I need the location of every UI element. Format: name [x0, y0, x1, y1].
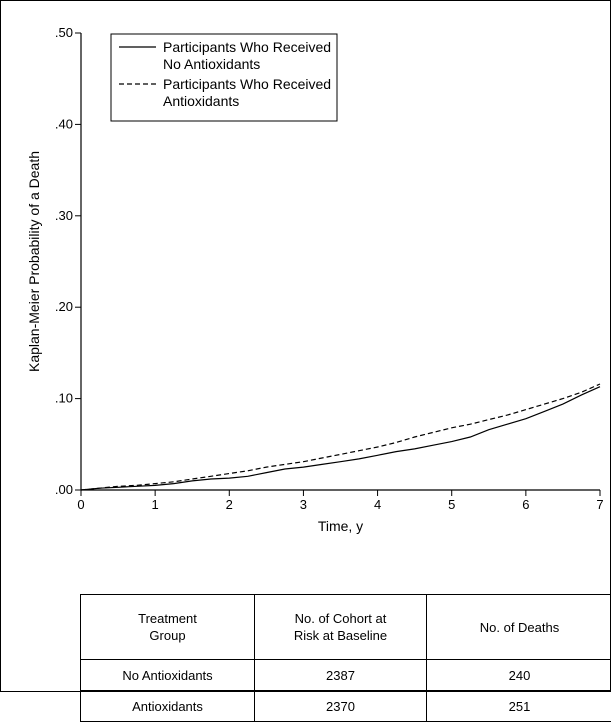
kaplan-meier-chart: .00 .10 .20 .30 .40 .50 0 1 2 3 4 5 6 7 Time, y Kaplan-… [1, 1, 611, 593]
table-cell: 240 [427, 660, 611, 691]
x-tick-label: 3 [300, 497, 307, 512]
figure: .00 .10 .20 .30 .40 .50 0 1 2 3 4 5 6 7 Time, y Kaplan-… [0, 0, 611, 692]
y-axis-title: Kaplan-Meier Probability of a Death [26, 151, 42, 372]
y-tick-label: .00 [55, 482, 73, 497]
table-row: No Antioxidants 2387 240 [81, 660, 611, 691]
antioxidants-series-line [81, 384, 600, 490]
header-text: Treatment [138, 611, 197, 626]
x-tick-label: 1 [152, 497, 159, 512]
legend-label: Participants Who Received [163, 39, 331, 55]
y-tick-label: .20 [55, 299, 73, 314]
header-text: No. of Deaths [480, 620, 560, 635]
x-tick-label: 7 [596, 497, 603, 512]
summary-table: Treatment Group No. of Cohort at Risk at… [80, 594, 611, 722]
header-number-of-deaths: No. of Deaths [427, 595, 611, 660]
table-cell: Antioxidants [81, 691, 255, 722]
legend-label: Antioxidants [163, 93, 239, 109]
no-antioxidants-series-line [81, 387, 600, 490]
table-row: Antioxidants 2370 251 [81, 691, 611, 722]
y-tick-label: .50 [55, 25, 73, 40]
table-cell: 251 [427, 691, 611, 722]
header-text: Risk at Baseline [294, 628, 387, 643]
legend-label: Participants Who Received [163, 76, 331, 92]
x-tick-label: 2 [226, 497, 233, 512]
table-cell: No Antioxidants [81, 660, 255, 691]
y-tick-label: .10 [55, 391, 73, 406]
table-cell: 2370 [255, 691, 427, 722]
header-treatment-group: Treatment Group [81, 595, 255, 660]
table-cell: 2387 [255, 660, 427, 691]
x-tick-label: 0 [77, 497, 84, 512]
x-tick-label: 6 [522, 497, 529, 512]
x-tick-label: 5 [448, 497, 455, 512]
table-header-row: Treatment Group No. of Cohort at Risk at… [81, 595, 611, 660]
x-axis-title: Time, y [318, 518, 363, 534]
x-tick-label: 4 [374, 497, 381, 512]
y-tick-label: .40 [55, 116, 73, 131]
legend-label: No Antioxidants [163, 56, 260, 72]
header-cohort-at-risk: No. of Cohort at Risk at Baseline [255, 595, 427, 660]
y-tick-label: .30 [55, 208, 73, 223]
header-text: Group [149, 628, 185, 643]
series-layer [81, 384, 600, 490]
header-text: No. of Cohort at [295, 611, 387, 626]
